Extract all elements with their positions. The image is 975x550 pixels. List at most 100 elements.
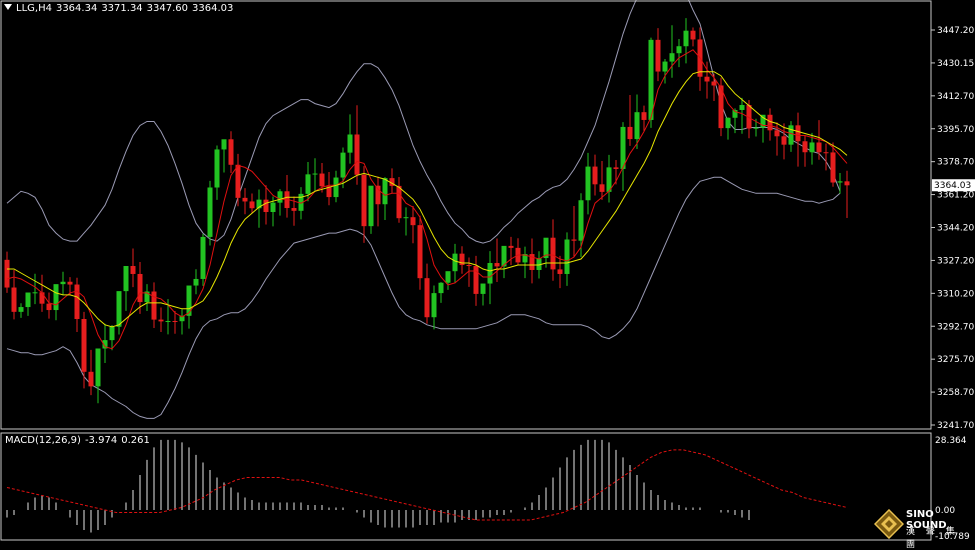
candle-body xyxy=(662,61,668,72)
candle-body xyxy=(172,321,178,323)
candle-body xyxy=(382,178,388,205)
candle-body xyxy=(431,293,437,318)
current-price-box xyxy=(932,179,975,192)
candle-body xyxy=(32,292,38,294)
candle-body xyxy=(641,112,647,120)
candle-body xyxy=(522,254,528,263)
candle-body xyxy=(340,152,346,178)
candle-body xyxy=(690,30,696,40)
price-tick-label: 3412.70 xyxy=(937,92,974,102)
candle-body xyxy=(725,117,731,129)
price-tick-label: 3241.70 xyxy=(937,421,974,431)
candle-body xyxy=(550,237,556,270)
candle-body xyxy=(774,130,780,137)
candle-body xyxy=(844,181,850,186)
candle-body xyxy=(74,284,80,320)
candle-body xyxy=(298,193,304,211)
candle-body xyxy=(473,266,479,294)
candle-body xyxy=(718,85,724,129)
candle-body xyxy=(536,258,542,270)
open-price: 3364.34 xyxy=(55,3,98,14)
candle-body xyxy=(732,109,738,118)
macd-signal-value: 0.261 xyxy=(121,435,150,446)
candle-body xyxy=(81,319,87,372)
macd-plot-area[interactable] xyxy=(6,439,848,533)
candle-body xyxy=(648,39,654,120)
candle-body xyxy=(249,201,255,209)
dropdown-triangle-icon[interactable] xyxy=(4,4,12,10)
candle-body xyxy=(795,125,801,142)
candle-body xyxy=(228,139,234,165)
logo-name: SINO SOUND xyxy=(906,509,947,531)
candle-body xyxy=(200,236,206,279)
candle-body xyxy=(480,283,486,294)
macd-signal-line xyxy=(6,449,848,521)
candle-body xyxy=(277,191,283,203)
price-tick-label: 3258.70 xyxy=(937,388,974,398)
candle-body xyxy=(354,134,360,175)
candle-body xyxy=(417,225,423,279)
candle-body xyxy=(102,340,108,349)
current-price-label: 3364.03 xyxy=(934,181,971,191)
price-tick-label: 3361.20 xyxy=(937,191,974,201)
candle-body xyxy=(557,269,563,274)
macd-header: MACD(12,26,9) -3.974 0.261 xyxy=(5,435,150,446)
candle-body xyxy=(179,315,185,322)
price-tick-label: 3430.15 xyxy=(937,59,974,69)
candle-body xyxy=(585,166,591,201)
candle-body xyxy=(158,319,164,322)
candle-body xyxy=(837,181,843,183)
candle-body xyxy=(816,142,822,153)
candle-body xyxy=(193,278,199,286)
candle-body xyxy=(270,202,276,213)
candle-body xyxy=(368,185,374,227)
price-tick-label: 3378.70 xyxy=(937,158,974,168)
candle-body xyxy=(95,348,101,387)
candle-body xyxy=(403,217,409,219)
candle-body xyxy=(130,266,136,274)
candle-body xyxy=(4,259,10,288)
candle-body xyxy=(389,178,395,186)
bollinger-upper-band xyxy=(6,0,841,244)
candle-body xyxy=(781,136,787,145)
candle-body xyxy=(746,105,752,129)
candle-body xyxy=(214,149,220,188)
candle-body xyxy=(760,114,766,128)
candle-body xyxy=(683,30,689,47)
candle-body xyxy=(46,303,52,311)
candle-body xyxy=(669,53,675,62)
main-plot-area[interactable] xyxy=(4,0,850,419)
candle-body xyxy=(438,282,444,294)
candle-body xyxy=(445,271,451,283)
candle-body xyxy=(466,265,472,267)
high-price: 3371.34 xyxy=(101,3,143,14)
slow-moving-average xyxy=(7,71,848,328)
candle-body xyxy=(137,273,143,303)
symbol-label: LLG,H4 xyxy=(16,3,52,14)
candle-body xyxy=(235,164,241,198)
price-tick-label: 3395.70 xyxy=(937,125,974,135)
macd-axis-label: 28.364 xyxy=(935,436,967,446)
candle-body xyxy=(263,199,269,213)
candle-body xyxy=(508,245,514,248)
candle-body xyxy=(592,166,598,185)
candle-body xyxy=(109,326,115,341)
logo-emblem-icon xyxy=(874,509,904,539)
candle-body xyxy=(711,81,717,86)
price-tick-label: 3275.70 xyxy=(937,355,974,365)
candle-body xyxy=(39,292,45,304)
price-tick-label: 3310.20 xyxy=(937,289,974,299)
candle-body xyxy=(501,245,507,267)
candle-body xyxy=(305,174,311,194)
chart-header: LLG,H4 3364.34 3371.34 3347.60 3364.03 xyxy=(4,3,233,14)
candle-body xyxy=(459,253,465,266)
candle-body xyxy=(333,177,339,198)
price-tick-label: 3292.70 xyxy=(937,322,974,332)
fast-moving-average xyxy=(6,49,848,350)
candle-body xyxy=(221,139,227,150)
candle-body xyxy=(396,185,402,219)
candle-body xyxy=(361,174,367,227)
candle-body xyxy=(242,197,248,202)
